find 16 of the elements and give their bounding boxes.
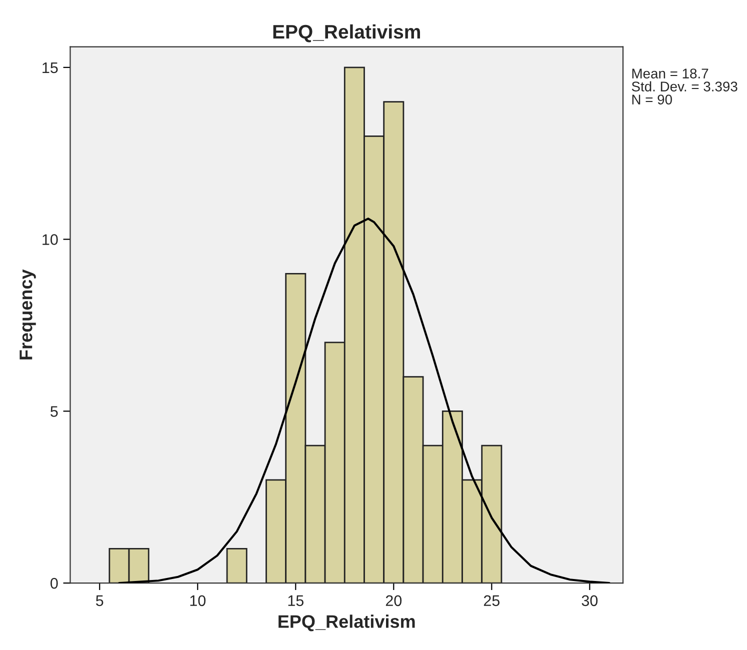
- text: Mean = 18.7: [632, 68, 708, 78]
- text: Std. Dev. = 3.393: [632, 81, 738, 92]
- x-tick-label: 5: [96, 595, 104, 606]
- x-tick-label: 10: [190, 595, 206, 606]
- chart-title: EPQ_Relativism: [273, 24, 420, 42]
- x-tick-label: 20: [386, 595, 402, 606]
- y-tick-label: 15: [42, 62, 58, 74]
- x-tick-label: 25: [484, 595, 500, 606]
- x-axis-title: EPQ_Relativism: [278, 614, 415, 632]
- y-tick-label: 10: [42, 234, 58, 245]
- y-axis-title: Frequency: [20, 269, 36, 360]
- x-tick-label: 15: [288, 595, 304, 606]
- y-tick-label: 0: [50, 578, 58, 589]
- y-tick-label: 5: [50, 406, 58, 417]
- text: N = 90: [632, 94, 672, 104]
- x-tick-label: 30: [582, 595, 598, 606]
